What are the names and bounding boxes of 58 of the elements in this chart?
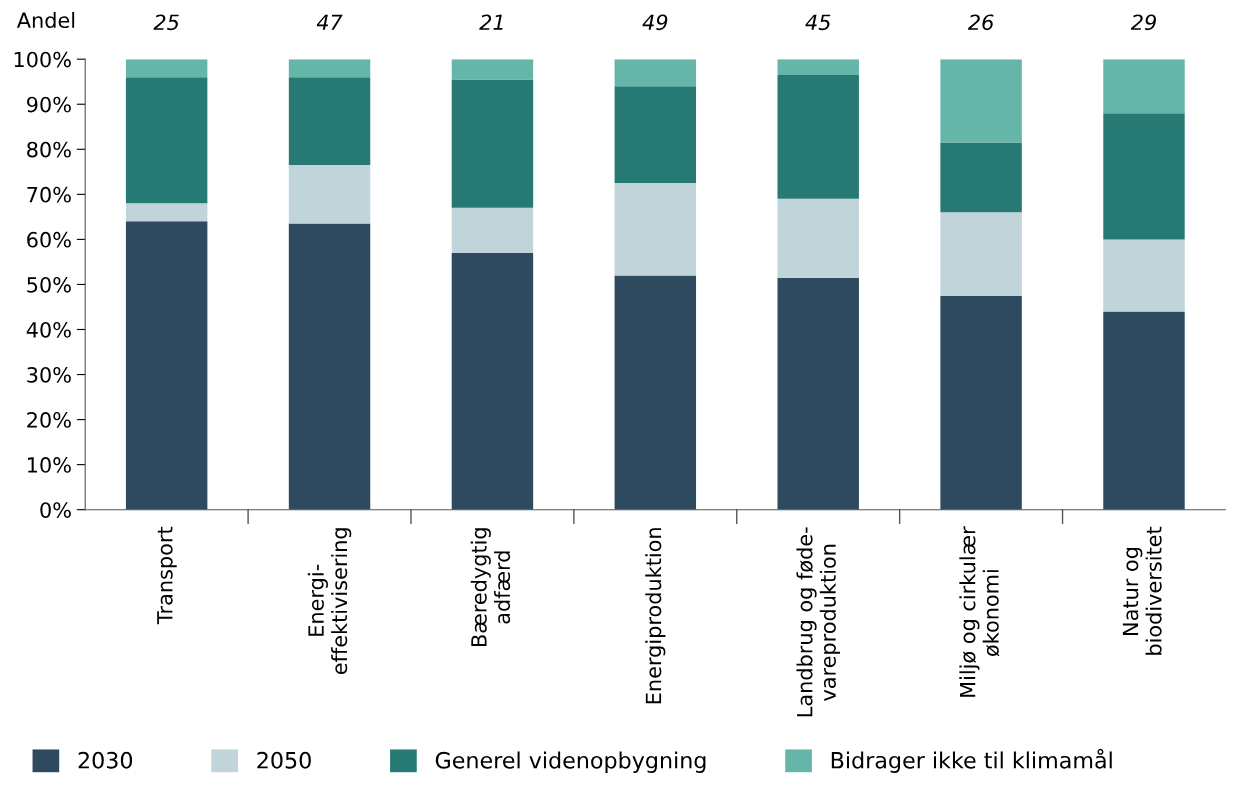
annotation: 49 <box>642 14 668 31</box>
bar <box>940 212 1022 296</box>
annotation: 26 <box>967 14 994 31</box>
bar <box>777 198 859 278</box>
bar <box>614 275 697 510</box>
x-tick-label: Natur og biodiversitet <box>1122 526 1162 655</box>
bar <box>288 165 371 224</box>
legend-label: Bidrager ikke til klimamål <box>831 748 1112 773</box>
y-tick-label: 80% <box>27 141 71 158</box>
x-tick-label: Transport <box>157 526 177 625</box>
y-tick-label: 30% <box>27 366 71 383</box>
annotation: 25 <box>153 14 179 31</box>
bar <box>777 277 859 510</box>
annotation: 21 <box>479 14 503 30</box>
y-tick-label: 10% <box>27 457 71 473</box>
y-axis-title: Andel <box>16 11 75 29</box>
bar <box>614 59 697 87</box>
bar <box>1103 239 1185 312</box>
bar <box>940 295 1022 510</box>
bar <box>940 59 1022 143</box>
bar <box>777 59 859 75</box>
bar <box>288 77 371 166</box>
x-tick-label: Miljø og cirkulær økonomi <box>959 526 1000 697</box>
bar <box>614 183 697 276</box>
x-tick-label: Landbrug og føde- vareproduktion <box>796 527 840 717</box>
annotation: 45 <box>805 14 831 31</box>
bar <box>451 207 534 253</box>
bar <box>125 221 208 510</box>
y-tick-label: 50% <box>27 276 71 293</box>
bar <box>125 77 208 204</box>
bar <box>1103 59 1185 114</box>
bar <box>288 59 371 78</box>
y-tick-label: 60% <box>27 231 71 248</box>
bar <box>125 59 208 78</box>
legend-label: 2030 <box>78 751 133 769</box>
y-tick-label: 70% <box>27 186 71 203</box>
bar <box>614 86 697 184</box>
x-tick-label: Bæredygtig adfærd <box>470 528 511 646</box>
bar <box>451 79 534 208</box>
bar <box>288 223 371 510</box>
y-tick-label: 90% <box>27 96 71 113</box>
y-tick-label: 20% <box>27 412 71 428</box>
annotation: 47 <box>316 14 343 30</box>
y-tick-label: 40% <box>26 321 71 338</box>
legend-label: Generel videnopbygning <box>435 751 706 773</box>
bar <box>777 74 859 199</box>
bar <box>125 203 208 222</box>
bar <box>1103 113 1185 240</box>
legend-label: 2050 <box>257 751 311 769</box>
x-tick-label: Energiproduktion <box>645 528 666 704</box>
annotation: 29 <box>1130 14 1156 31</box>
x-tick-label: Energi- effektivisering <box>307 528 352 675</box>
bar <box>1103 311 1185 510</box>
y-tick-label: 0% <box>40 502 71 518</box>
bar <box>451 252 534 510</box>
bar <box>940 142 1022 213</box>
bar <box>451 59 534 80</box>
y-tick-label: 100% <box>14 51 71 68</box>
